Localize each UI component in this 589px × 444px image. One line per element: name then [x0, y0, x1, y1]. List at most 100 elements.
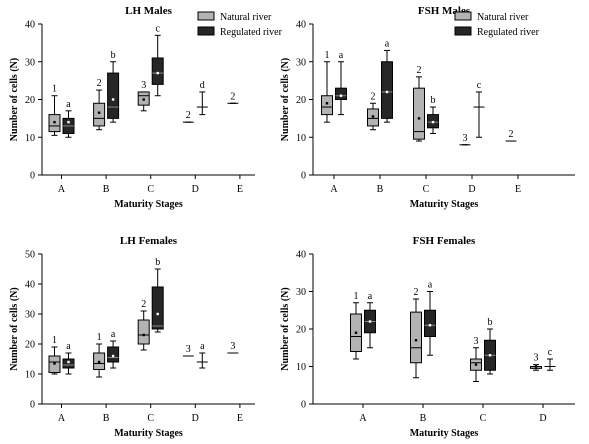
group-letter: 3 [534, 353, 539, 364]
group-letter: b [155, 257, 160, 268]
y-tick-label: 30 [25, 310, 35, 321]
group-letter: c [155, 23, 160, 34]
group-letter: b [111, 50, 116, 61]
group-letter: 2 [141, 299, 146, 310]
box-natural-A: 1 [48, 84, 61, 136]
chart-title: LH Females [120, 235, 178, 247]
group-letter: 1 [325, 50, 330, 61]
box-natural-A: 1 [48, 335, 61, 375]
group-letter: a [368, 291, 373, 302]
mean-marker [156, 71, 159, 75]
group-letter: a [66, 99, 71, 110]
box-regulated-B: a [381, 38, 393, 123]
x-tick-label: A [58, 413, 66, 424]
box-regulated-D: c [473, 80, 485, 138]
box-body [151, 286, 164, 330]
mean-marker [534, 365, 538, 368]
legend-label: Regulated river [477, 27, 540, 38]
mean-marker [67, 120, 70, 124]
legend: Natural river Regulated river [454, 11, 540, 38]
group-letter: 3 [186, 344, 191, 355]
chart-panel-1: LH Males 0 10 20 30 40 A B C D E Maturity Stages Num… [9, 5, 283, 210]
group-letter: 2 [414, 287, 419, 298]
mean-marker [414, 339, 418, 342]
y-tick-label: 10 [296, 362, 306, 373]
group-letter: 1 [52, 335, 57, 346]
legend-swatch [454, 11, 472, 21]
legend-swatch [454, 26, 472, 36]
legend-label: Natural river [220, 12, 272, 23]
box-body [410, 311, 422, 364]
x-tick-label: B [103, 184, 110, 195]
group-letter: 1 [354, 291, 359, 302]
box-body [107, 72, 120, 119]
y-tick-label: 0 [301, 400, 306, 411]
x-tick-label: B [420, 413, 427, 424]
y-tick-label: 20 [296, 325, 306, 336]
box-body [424, 309, 436, 337]
y-tick-label: 10 [296, 133, 306, 144]
x-tick-label: C [480, 413, 487, 424]
x-axis-label: Maturity Stages [114, 428, 183, 439]
box-natural-B: 1 [93, 332, 106, 378]
group-letter: c [477, 80, 482, 91]
mean-marker [428, 324, 432, 327]
group-letter: a [428, 280, 433, 291]
group-letter: 2 [230, 91, 235, 102]
box-natural-D: 3 [530, 353, 542, 371]
group-letter: a [111, 329, 116, 340]
box-natural-A: 1 [350, 291, 362, 360]
group-letter: 3 [474, 336, 479, 347]
x-tick-label: C [147, 413, 154, 424]
box-body [381, 61, 393, 119]
box-body [413, 87, 425, 140]
group-letter: 2 [509, 129, 514, 140]
x-tick-label: C [147, 184, 154, 195]
box-regulated-B: a [424, 280, 436, 356]
y-tick-label: 10 [25, 370, 35, 381]
group-letter: b [431, 95, 436, 106]
y-tick-label: 20 [296, 95, 306, 106]
box-body [107, 346, 120, 363]
y-tick-label: 0 [30, 171, 35, 182]
group-letter: 2 [97, 78, 102, 89]
mean-marker [142, 98, 145, 101]
group-letter: 3 [230, 341, 235, 352]
y-tick-label: 40 [25, 280, 35, 291]
group-letter: b [488, 317, 493, 328]
group-letter: a [200, 341, 205, 352]
group-letter: a [66, 341, 71, 352]
group-letter: a [385, 38, 390, 49]
mean-marker [488, 354, 492, 357]
x-tick-label: E [515, 184, 521, 195]
y-tick-label: 20 [25, 340, 35, 351]
mean-marker [53, 120, 56, 124]
y-tick-label: 20 [25, 95, 35, 106]
legend-swatch [197, 11, 215, 21]
x-tick-label: A [58, 184, 66, 195]
box-natural-E: 2 [505, 129, 517, 142]
group-letter: 2 [186, 110, 191, 121]
mean-marker [67, 360, 70, 364]
x-tick-label: C [423, 184, 430, 195]
group-letter: d [200, 80, 205, 91]
x-axis-label: Maturity Stages [114, 199, 183, 210]
x-tick-label: A [330, 184, 338, 195]
box-regulated-B: a [107, 329, 120, 369]
box-natural-D: 2 [182, 110, 194, 123]
box-natural-D: 3 [459, 133, 471, 146]
box-natural-C: 2 [137, 299, 150, 351]
y-tick-label: 0 [30, 400, 35, 411]
box-regulated-C: b [151, 257, 164, 333]
y-tick-label: 30 [25, 57, 35, 68]
chart-panel-4: FSH Females 0 10 20 30 40 A B C D Maturity Stages N… [280, 235, 575, 439]
box-regulated-A: a [62, 99, 75, 138]
x-tick-label: D [468, 184, 475, 195]
mean-marker [431, 120, 435, 124]
chart-panel-3: LH Females 0 10 20 30 40 50 A B C D E Maturity Stage… [9, 235, 255, 439]
box-body [321, 95, 333, 116]
y-axis-label: Number of cells (N) [9, 287, 20, 370]
x-axis-label: Maturity Stages [410, 199, 479, 210]
y-tick-label: 30 [296, 57, 306, 68]
